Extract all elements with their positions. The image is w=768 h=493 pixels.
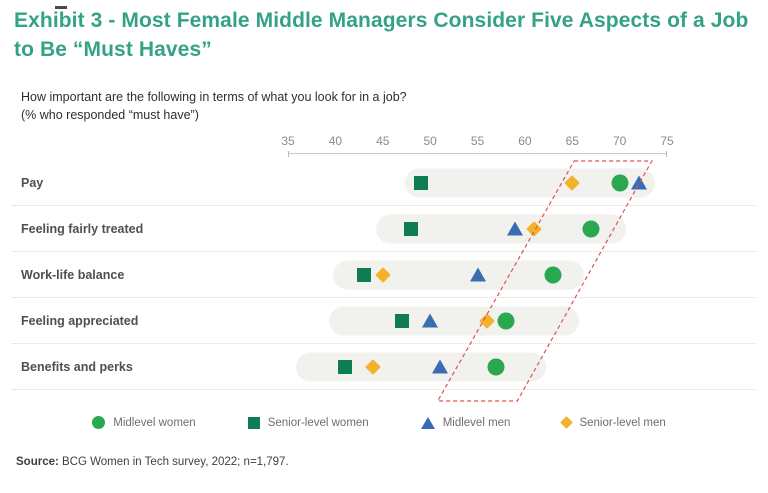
square-marker xyxy=(394,313,409,328)
category-row: Benefits and perks xyxy=(12,344,756,390)
circle-marker xyxy=(582,220,600,237)
legend-item: Senior-level women xyxy=(247,416,369,429)
square-marker xyxy=(337,359,352,374)
range-pill xyxy=(328,306,579,335)
legend-triangle-icon xyxy=(420,416,435,429)
category-row: Feeling fairly treated xyxy=(12,206,756,252)
x-axis-tick-label: 40 xyxy=(328,134,343,148)
legend-item: Senior-level men xyxy=(560,416,666,429)
legend-item: Midlevel men xyxy=(420,416,511,429)
circle-marker xyxy=(544,266,562,283)
range-pill xyxy=(295,352,546,381)
chart-subtitle: How important are the following in terms… xyxy=(21,88,768,124)
exhibit-page: Exhibit 3 - Most Female Middle Managers … xyxy=(0,6,768,493)
circle-marker xyxy=(611,174,629,191)
x-axis-tick-label: 70 xyxy=(612,134,627,148)
circle-marker xyxy=(497,312,515,329)
legend-label: Senior-level men xyxy=(579,416,666,429)
triangle-marker xyxy=(507,220,524,235)
x-axis-tick-label: 45 xyxy=(376,134,390,148)
square-marker xyxy=(356,267,371,282)
subtitle-unit: (% who responded “must have”) xyxy=(21,108,199,122)
category-row: Feeling appreciated xyxy=(12,298,756,344)
category-row: Pay xyxy=(12,160,756,206)
category-label: Pay xyxy=(21,175,44,190)
legend-circle-icon xyxy=(92,416,106,429)
category-row: Work-life balance xyxy=(12,252,756,298)
category-label: Benefits and perks xyxy=(21,359,133,374)
subtitle-question: How important are the following in terms… xyxy=(21,90,407,104)
source-label: Source: xyxy=(16,456,59,468)
dot-plot-chart: 35 40 45 50 55 60 65 70 75 Pay Feeling fairly tre… xyxy=(0,134,768,402)
legend-label: Senior-level women xyxy=(267,416,369,429)
source-note: Source: BCG Women in Tech survey, 2022; … xyxy=(16,456,768,468)
circle-marker xyxy=(487,358,505,375)
row-track xyxy=(288,160,667,205)
row-track xyxy=(288,298,667,343)
screenshot-artifact xyxy=(55,6,67,9)
x-axis-tick-label: 50 xyxy=(423,134,437,148)
x-axis-line xyxy=(288,151,667,157)
source-text: BCG Women in Tech survey, 2022; n=1,797. xyxy=(58,456,289,468)
x-axis-tick-label: 65 xyxy=(565,134,579,148)
row-track xyxy=(288,206,667,251)
legend-label: Midlevel women xyxy=(113,416,196,429)
row-track xyxy=(288,252,667,297)
category-label: Work-life balance xyxy=(21,267,125,282)
x-axis-tick-label: 35 xyxy=(281,134,295,148)
x-axis-tick-label: 60 xyxy=(518,134,532,148)
chart-legend: Midlevel women Senior-level women Midlevel… xyxy=(0,416,768,429)
triangle-marker xyxy=(431,358,448,373)
category-label: Feeling fairly treated xyxy=(21,221,144,236)
triangle-marker xyxy=(630,174,647,189)
triangle-marker xyxy=(422,312,439,327)
legend-square-icon xyxy=(247,416,260,429)
x-axis-tick-label: 55 xyxy=(470,134,485,148)
chart-rows: Pay Feeling fairly treated Work-life balan… xyxy=(0,160,768,402)
legend-diamond-icon xyxy=(560,416,574,429)
square-marker xyxy=(413,175,428,190)
square-marker xyxy=(404,221,419,236)
category-label: Feeling appreciated xyxy=(21,313,139,328)
x-axis: 35 40 45 50 55 60 65 70 75 xyxy=(281,134,674,160)
x-axis-tick-label: 75 xyxy=(660,134,674,148)
row-track xyxy=(288,344,667,389)
legend-label: Midlevel men xyxy=(442,416,511,429)
exhibit-title: Exhibit 3 - Most Female Middle Managers … xyxy=(14,9,749,61)
legend-item: Midlevel women xyxy=(92,416,196,429)
triangle-marker xyxy=(469,266,486,281)
